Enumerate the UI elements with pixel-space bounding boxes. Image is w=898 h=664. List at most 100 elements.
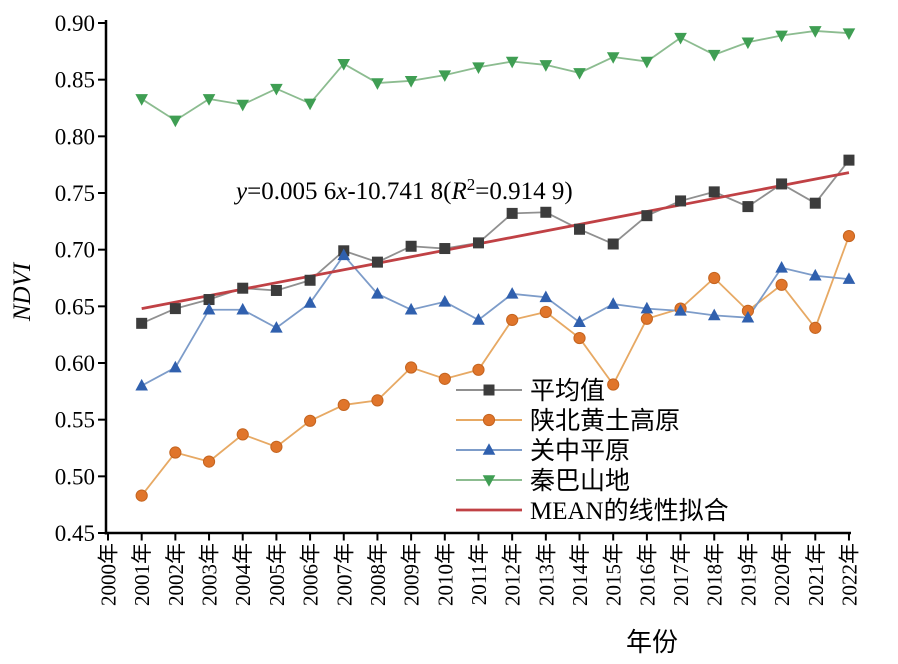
legend-item-4: MEAN的线性拟合 bbox=[456, 497, 729, 525]
data-point-square bbox=[809, 197, 821, 209]
x-tick-label: 2020年 bbox=[770, 543, 794, 606]
data-point-square bbox=[136, 317, 148, 329]
data-point-circle bbox=[842, 229, 856, 243]
data-point-triangle-down bbox=[539, 60, 553, 72]
data-point-square bbox=[237, 282, 249, 294]
legend-label: 陕北黄土高原 bbox=[530, 407, 680, 435]
data-point-circle bbox=[539, 305, 552, 319]
y-tick-label: 0.50 bbox=[55, 464, 95, 489]
data-point-triangle-down bbox=[505, 56, 519, 69]
y-tick-label: 0.80 bbox=[55, 124, 95, 149]
legend-label: 平均值 bbox=[530, 377, 605, 405]
data-point-triangle-up bbox=[741, 310, 755, 323]
data-point-triangle-down bbox=[135, 94, 148, 106]
data-point-triangle-up bbox=[337, 248, 351, 261]
y-tick-label: 0.45 bbox=[55, 521, 95, 546]
data-point-square bbox=[742, 201, 754, 213]
data-point-triangle-up bbox=[539, 290, 553, 303]
data-point-triangle-up bbox=[236, 302, 250, 315]
data-point-square bbox=[675, 195, 687, 207]
data-point-triangle-down bbox=[472, 62, 485, 75]
data-point-circle bbox=[607, 378, 620, 391]
data-point-square bbox=[439, 243, 451, 255]
data-point-triangle-up bbox=[707, 308, 721, 321]
x-tick-label: 2013年 bbox=[534, 543, 558, 606]
data-point-square bbox=[371, 256, 383, 268]
data-point-triangle-up bbox=[135, 378, 148, 391]
x-tick-label: 2009年 bbox=[400, 543, 424, 606]
data-point-circle bbox=[337, 398, 350, 412]
equation-part: y bbox=[233, 178, 248, 205]
data-point-triangle-down bbox=[842, 28, 856, 41]
data-point-square bbox=[540, 206, 552, 218]
legend-item-2: 关中平原 bbox=[456, 437, 630, 465]
data-point-circle bbox=[405, 361, 418, 374]
data-point-triangle-up bbox=[482, 443, 496, 455]
data-point-circle bbox=[482, 413, 496, 427]
data-point-circle bbox=[303, 414, 317, 427]
equation-part: 2 bbox=[467, 175, 476, 194]
data-point-circle bbox=[236, 428, 249, 441]
data-point-circle bbox=[202, 455, 216, 468]
data-point-circle bbox=[640, 312, 653, 325]
x-tick-label: 2019年 bbox=[736, 543, 760, 606]
x-tick-label: 2007年 bbox=[332, 543, 356, 606]
data-point-square bbox=[405, 240, 417, 252]
series-layer bbox=[140, 30, 850, 497]
data-point-triangle-up bbox=[573, 315, 586, 328]
legend-label: 秦巴山地 bbox=[530, 467, 630, 495]
data-point-triangle-up bbox=[640, 301, 654, 314]
data-point-circle bbox=[270, 440, 283, 453]
x-axis-title: 年份 bbox=[626, 628, 678, 657]
data-point-triangle-down bbox=[640, 56, 654, 69]
x-tick-label: 2015年 bbox=[602, 543, 626, 606]
data-point-triangle-up bbox=[505, 287, 519, 299]
x-tick-label: 2005年 bbox=[265, 543, 289, 606]
data-point-circle bbox=[371, 394, 384, 407]
data-point-triangle-down bbox=[371, 78, 384, 90]
legend-item-1: 陕北黄土高原 bbox=[456, 407, 680, 435]
x-tick-label: 2010年 bbox=[433, 543, 457, 606]
equation-part: x bbox=[335, 178, 347, 205]
data-point-triangle-down bbox=[337, 59, 351, 71]
x-tick-label: 2006年 bbox=[299, 543, 323, 606]
data-point-triangle-down bbox=[573, 68, 586, 80]
data-point-triangle-up bbox=[303, 296, 317, 308]
equation-part: =0.005 6 bbox=[247, 178, 336, 205]
series-line-2 bbox=[141, 253, 850, 387]
x-tick-label: 2011年 bbox=[467, 543, 491, 605]
data-point-circle bbox=[135, 489, 148, 502]
data-point-triangle-down bbox=[169, 115, 182, 128]
x-tick-label: 2002年 bbox=[164, 543, 188, 606]
data-point-triangle-down bbox=[482, 475, 496, 487]
data-point-circle bbox=[169, 446, 182, 459]
equation-part: -10.741 8( bbox=[347, 178, 451, 205]
data-point-circle bbox=[573, 331, 586, 345]
data-point-square bbox=[472, 237, 484, 249]
data-point-square bbox=[574, 223, 586, 235]
data-point-circle bbox=[506, 313, 519, 327]
y-tick-label: 0.85 bbox=[55, 68, 95, 93]
x-tick-label: 2018年 bbox=[703, 543, 727, 606]
data-point-triangle-up bbox=[169, 360, 182, 373]
data-point-triangle-up bbox=[472, 313, 485, 325]
data-point-triangle-up bbox=[808, 268, 822, 281]
data-point-triangle-down bbox=[674, 32, 687, 45]
data-point-triangle-down bbox=[303, 98, 317, 111]
equation-part: =0.914 9) bbox=[475, 178, 572, 205]
legend-item-3: 秦巴山地 bbox=[456, 467, 630, 495]
equation-part: R bbox=[450, 178, 466, 205]
x-tick-label: 2016年 bbox=[635, 543, 659, 606]
series-line-1 bbox=[140, 235, 850, 497]
data-point-square bbox=[203, 294, 215, 306]
y-tick-label: 0.75 bbox=[55, 181, 95, 206]
data-point-triangle-down bbox=[404, 76, 418, 88]
data-point-triangle-down bbox=[707, 49, 721, 62]
marker-layer bbox=[135, 26, 856, 502]
x-tick-label: 2022年 bbox=[837, 543, 861, 606]
y-tick-label: 0.65 bbox=[55, 294, 95, 319]
data-point-square bbox=[843, 154, 855, 166]
